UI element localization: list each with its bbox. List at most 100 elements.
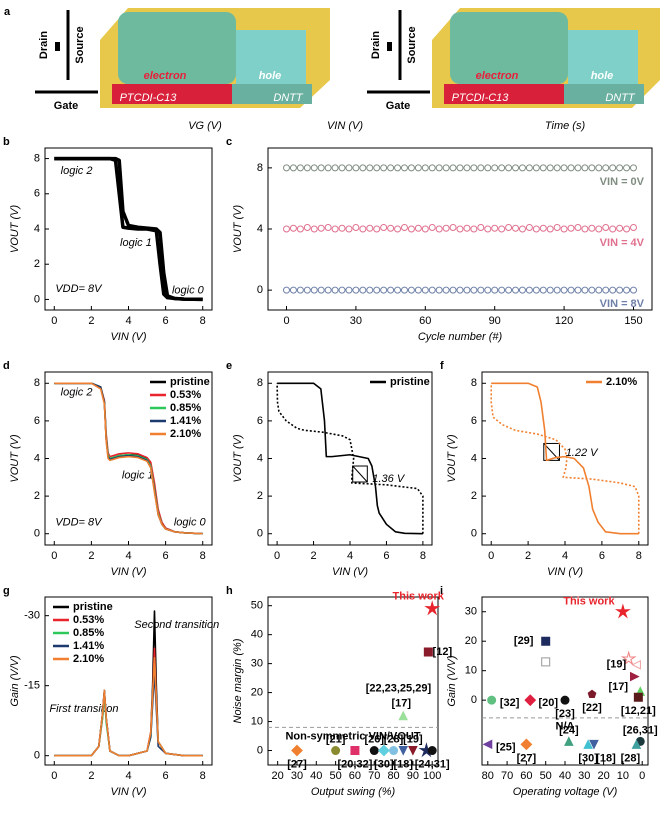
data-point [324,164,332,172]
x-tick-label: 30 [578,770,590,782]
data-point [442,224,450,232]
data-line [490,383,640,534]
data-point [574,286,582,294]
panel-label: f [440,360,444,372]
data-point [518,225,526,233]
source-label: Source [406,26,418,63]
data-point [289,224,297,232]
point-label: [26] [364,733,384,745]
data-point [442,286,450,294]
data-point [564,736,574,746]
data-point [595,164,603,172]
legend-label: 2.10% [606,376,637,388]
data-line [276,383,424,534]
data-point [595,286,603,294]
data-point [477,223,485,231]
panel-label: a [4,6,11,18]
y-tick-label: 8 [471,377,477,389]
data-point [352,286,360,294]
data-point [435,225,443,233]
point-label: [20,32] [338,758,373,770]
x-tick-label: 0 [51,315,57,327]
data-line [54,156,203,302]
annotation: 1.22 V [566,447,599,459]
data-point [352,223,360,231]
n-layer [444,84,564,104]
x-tick-label: 0 [51,550,57,562]
data-point [525,286,533,294]
data-point [324,223,332,231]
point-label: [22] [582,702,602,714]
y-tick-label: 20 [251,686,263,698]
data-point [289,164,297,172]
annotation: logic 1 [122,469,154,481]
y-axis-label: Gain (V/V) [446,655,458,707]
panel-label: b [3,136,10,148]
point-label: [19] [607,659,627,671]
data-point [310,286,318,294]
axis-label: VG (V) [188,120,222,132]
source-label: Source [74,26,86,63]
data-point [532,225,540,233]
data-point [366,286,374,294]
data-line [54,656,203,757]
point-label: [21] [326,733,346,745]
x-tick-label: 2 [88,770,94,782]
data-point [449,223,457,231]
p-block [568,30,638,86]
data-point [553,223,561,231]
data-point [532,164,540,172]
data-point [400,164,408,172]
x-tick-label: 60 [520,770,532,782]
device-right: Drain Source Gate electron hole PTCDI-C1… [367,8,660,112]
x-tick-label: 4 [347,550,353,562]
axis-label: VIN (V) [327,120,363,132]
data-point [505,286,513,294]
x-tick-label: 8 [420,550,426,562]
annotation: VDD= 8V [55,283,103,295]
point-label: [29] [514,635,534,647]
data-point [380,223,388,231]
legend-label: 2.10% [170,428,201,440]
data-point [498,286,506,294]
data-point [324,286,332,294]
y-tick-label: 30 [465,606,477,618]
channel-slab [118,12,236,84]
y-tick-label: -15 [24,680,40,692]
y-tick-label: 10 [251,715,263,727]
y-tick-label: 20 [465,635,477,647]
data-point [631,659,641,670]
data-point [588,164,596,172]
x-axis-label: VIN (V) [547,566,583,578]
annotation: logic 1 [120,237,152,249]
data-point [291,744,303,757]
data-point [539,224,547,232]
data-point [525,223,533,231]
data-point [567,164,575,172]
y-tick-label: 4 [257,452,263,464]
reference-label: N/A [556,721,575,733]
data-point [505,164,513,172]
annotation: First transition [49,703,118,715]
data-point [331,286,339,294]
y-tick-label: 0 [257,528,263,540]
data-line [54,382,203,535]
point-label: [18] [596,752,616,764]
data-point [352,164,360,172]
x-tick-label: 0 [51,770,57,782]
data-point [380,164,388,172]
x-tick-label: 70 [368,770,380,782]
data-point [442,164,450,172]
data-point [553,164,561,172]
x-tick-label: 10 [617,770,629,782]
x-tick-label: 8 [636,550,642,562]
hole-label: hole [259,70,282,82]
annotation: logic 0 [172,285,205,297]
x-axis-label: VIN (V) [110,566,146,578]
data-point [296,286,304,294]
data-point [373,286,381,294]
legend-label: 0.53% [170,389,201,401]
x-tick-label: 6 [163,315,169,327]
data-point [331,164,339,172]
point-label: [22,23,25,29] [366,682,432,694]
